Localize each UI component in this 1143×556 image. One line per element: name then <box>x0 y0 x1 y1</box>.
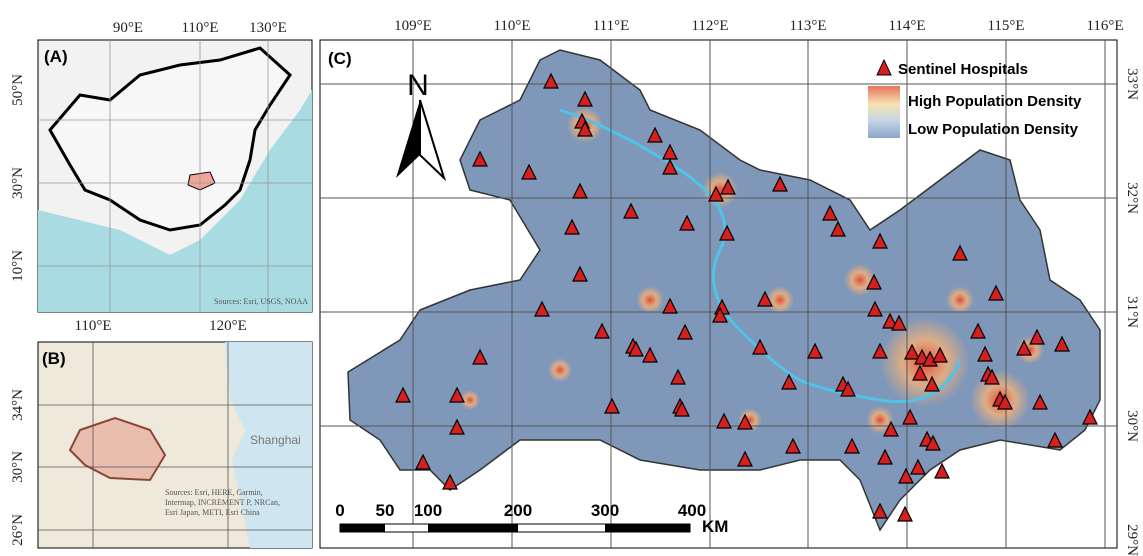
lat-tick: 30°N <box>1124 410 1140 442</box>
density-hotspot <box>946 286 974 314</box>
panel-b: (B) 110°E 120°E 34°N 30°N 26°N Shanghai … <box>10 318 312 548</box>
lat-tick: 34°N <box>10 389 26 421</box>
panel-label: (C) <box>328 49 352 68</box>
lat-tick: 30°N <box>10 451 26 483</box>
figure: (A) 90°E 110°E 130°E 50°N 30°N 10°N Sour… <box>0 0 1143 556</box>
north-label: N <box>407 69 429 102</box>
scale-label: 50 <box>376 501 395 520</box>
lon-tick: 112°E <box>691 18 728 34</box>
lon-tick: 116°E <box>1086 18 1123 34</box>
scale-label: 100 <box>414 501 442 520</box>
lat-tick: 32°N <box>1124 182 1140 214</box>
lat-tick: 30°N <box>10 167 26 199</box>
lat-tick: 10°N <box>10 250 26 282</box>
lon-tick: 115°E <box>987 18 1024 34</box>
density-hotspot <box>548 358 572 382</box>
density-hotspot <box>636 286 664 314</box>
lon-tick: 114°E <box>888 18 925 34</box>
scale-label: 200 <box>504 501 532 520</box>
panel-label: (B) <box>42 349 66 368</box>
panel-label: (A) <box>44 47 68 66</box>
lon-tick: 110°E <box>74 318 111 334</box>
scale-label: 0 <box>335 501 344 520</box>
place-label: Shanghai <box>250 433 301 447</box>
lon-tick: 113°E <box>789 18 826 34</box>
lon-ticks: 109°E 110°E 111°E 112°E 113°E 114°E 115°E 116°E <box>394 18 1123 34</box>
scale-unit: KM <box>702 517 728 536</box>
lat-tick: 31°N <box>1124 296 1140 328</box>
lon-tick: 90°E <box>113 20 143 36</box>
lat-ticks: 33°N 32°N 31°N 30°N 29°N <box>1124 68 1140 556</box>
panel-c: (C) 109°E110°E111°E112°E113°E114°E115°E1… <box>320 18 1140 556</box>
lat-tick: 26°N <box>10 514 26 546</box>
legend-ramp <box>868 86 900 138</box>
panel-a: (A) 90°E 110°E 130°E 50°N 30°N 10°N Sour… <box>10 20 312 312</box>
lat-tick: 50°N <box>10 74 26 106</box>
source-note-box: Sources: Esri, HERE, Garmin, Intermap, I… <box>165 488 285 544</box>
source-note: Sources: Esri, HERE, Garmin, Intermap, I… <box>165 488 285 518</box>
lon-tick: 109°E <box>394 18 432 34</box>
lon-tick: 111°E <box>593 18 630 34</box>
legend-label: Sentinel Hospitals <box>898 61 1028 78</box>
legend-label: Low Population Density <box>908 121 1079 138</box>
density-hotspot <box>766 286 794 314</box>
lon-tick: 110°E <box>493 18 530 34</box>
lon-tick: 110°E <box>181 20 218 36</box>
legend-label: High Population Density <box>908 93 1082 110</box>
lon-tick: 120°E <box>209 318 247 334</box>
lat-tick: 33°N <box>1124 68 1140 100</box>
lon-tick: 130°E <box>249 20 287 36</box>
source-note: Sources: Esri, USGS, NOAA <box>214 297 308 306</box>
scale-label: 300 <box>591 501 619 520</box>
lat-tick: 29°N <box>1124 524 1140 556</box>
